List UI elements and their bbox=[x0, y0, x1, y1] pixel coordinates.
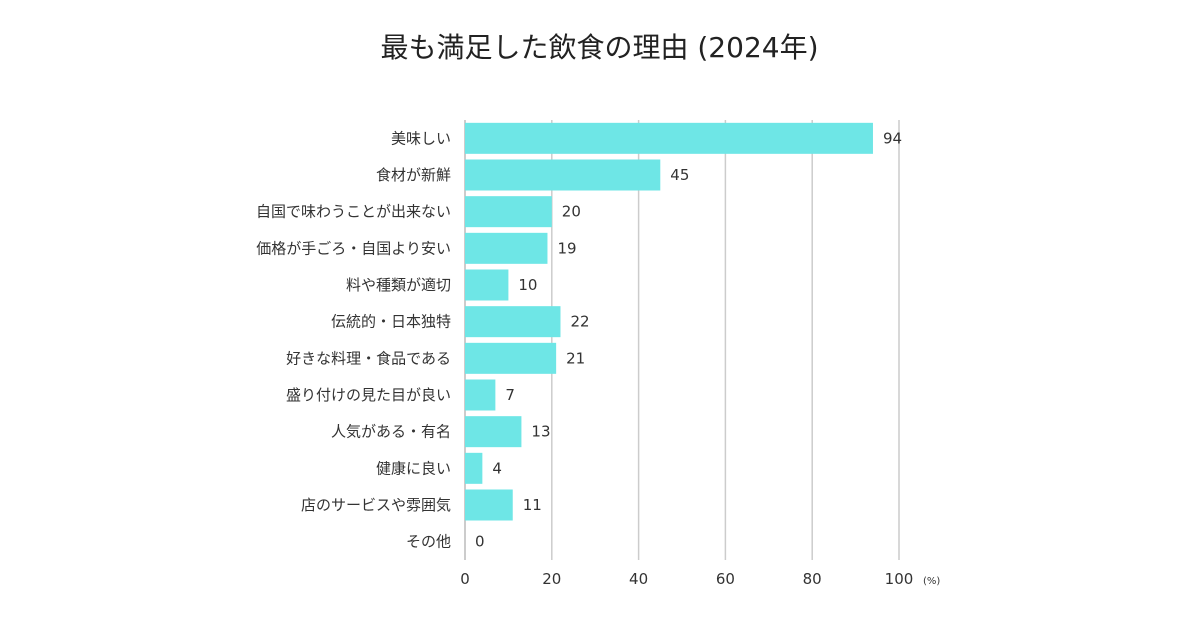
bar-6 bbox=[465, 342, 557, 374]
x-tick-label-40: 40 bbox=[629, 570, 648, 588]
x-tick-label-0: 0 bbox=[460, 570, 470, 588]
category-label-9: 健康に良い bbox=[376, 459, 451, 477]
value-label-3: 19 bbox=[557, 239, 576, 257]
bar-2 bbox=[465, 196, 552, 228]
value-label-9: 4 bbox=[492, 459, 502, 477]
chart-title: 最も満足した飲食の理由 (2024年) bbox=[380, 31, 819, 64]
bar-8 bbox=[465, 416, 522, 448]
category-label-0: 美味しい bbox=[391, 129, 451, 147]
category-label-11: その他 bbox=[406, 533, 451, 551]
value-label-0: 94 bbox=[883, 129, 902, 147]
bar-3 bbox=[465, 232, 548, 264]
bar-4 bbox=[465, 269, 509, 301]
value-label-7: 7 bbox=[505, 386, 515, 404]
value-label-11: 0 bbox=[475, 533, 485, 551]
category-label-2: 自国で味わうことが出来ない bbox=[256, 203, 451, 221]
x-tick-label-20: 20 bbox=[542, 570, 561, 588]
category-label-6: 好きな料理・食品である bbox=[286, 349, 451, 367]
value-label-6: 21 bbox=[566, 349, 585, 367]
category-label-1: 食材が新鮮 bbox=[376, 166, 451, 184]
bar-9 bbox=[465, 452, 483, 484]
bar-7 bbox=[465, 379, 496, 411]
bar-1 bbox=[465, 159, 661, 191]
x-tick-label-80: 80 bbox=[803, 570, 822, 588]
category-label-8: 人気がある・有名 bbox=[331, 423, 451, 441]
category-label-7: 盛り付けの見た目が良い bbox=[286, 386, 451, 404]
category-label-3: 価格が手ごろ・自国より安い bbox=[256, 239, 451, 257]
bar-5 bbox=[465, 306, 561, 338]
bars bbox=[465, 122, 873, 521]
value-label-2: 20 bbox=[562, 203, 581, 221]
category-label-4: 料や種類が適切 bbox=[346, 276, 451, 294]
bar-10 bbox=[465, 489, 513, 521]
value-label-10: 11 bbox=[523, 496, 542, 514]
value-label-4: 10 bbox=[518, 276, 537, 294]
value-label-8: 13 bbox=[531, 423, 550, 441]
grid-lines bbox=[464, 120, 900, 560]
x-unit-label: (%) bbox=[923, 576, 940, 587]
value-label-5: 22 bbox=[570, 313, 589, 331]
value-label-1: 45 bbox=[670, 166, 689, 184]
category-label-5: 伝統的・日本独特 bbox=[331, 313, 451, 331]
category-label-10: 店のサービスや雰囲気 bbox=[301, 496, 451, 514]
x-tick-label-60: 60 bbox=[716, 570, 735, 588]
bar-0 bbox=[465, 122, 873, 154]
x-tick-label-100: 100 bbox=[885, 570, 914, 588]
